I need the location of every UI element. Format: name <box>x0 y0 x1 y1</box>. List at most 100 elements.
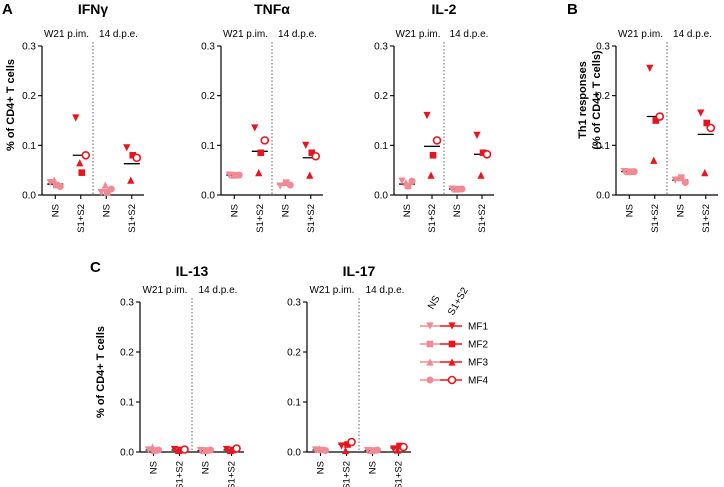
legend-marker-s1s2 <box>447 375 457 385</box>
legend-item-mf2: MF2 <box>420 340 488 351</box>
data-point-mf4 <box>399 442 408 452</box>
data-point-mf2 <box>78 169 86 176</box>
x-tick-label: S1+S2 <box>650 204 661 233</box>
y-tick-label: 0.2 <box>287 348 301 359</box>
group-label: W21 p.im. <box>44 29 89 40</box>
data-point-mf1 <box>620 168 628 176</box>
data-point-mf1 <box>363 446 372 455</box>
x-tick-label: NS <box>229 204 240 217</box>
group-label: 14 d.p.e. <box>366 285 405 296</box>
legend-item-mf4: MF4 <box>420 376 488 387</box>
data-point-mf1 <box>302 141 310 149</box>
data-point-mf1 <box>337 442 346 450</box>
x-tick-label: NS <box>280 204 291 217</box>
data-point-mf4 <box>235 171 243 179</box>
chart-title-il2: IL-2 <box>432 1 457 17</box>
data-point-mf3 <box>315 445 324 453</box>
data-point-mf2 <box>52 181 60 189</box>
data-point-mf2 <box>308 149 316 157</box>
x-tick-label: NS <box>50 204 61 217</box>
group-label: W21 p.im. <box>142 285 187 296</box>
panel-letter-b: B <box>567 1 578 18</box>
data-point-mf4 <box>458 185 466 193</box>
legend: NS S1+S2 MF1 MF2 MF3 MF4 <box>420 285 488 387</box>
y-tick-label: 0.1 <box>596 141 610 152</box>
data-point-mf3 <box>226 446 235 455</box>
legend-marker-s1s2 <box>448 358 456 366</box>
data-point-mf3 <box>675 174 683 182</box>
chart-il17: IL-17 W21 p.im. 14 d.p.e. 0.0 0.1 0.2 0.3 NS S1+… <box>287 263 411 487</box>
data-point-mf2 <box>129 151 137 159</box>
data-point-mf2 <box>626 168 634 175</box>
data-point-mf3 <box>148 443 157 451</box>
y-tick-label: 0.0 <box>374 191 388 202</box>
data-point-mf3 <box>402 178 410 187</box>
chart-th1: W21 p.im. 14 d.p.e. 0.0 0.1 0.2 0.3 NS S1+S2 NS S… <box>596 29 718 233</box>
x-tick-label: NS <box>316 461 327 474</box>
data-point-mf4 <box>56 183 64 191</box>
data-point-mf3 <box>452 185 460 193</box>
group-label: 14 d.p.e. <box>99 29 138 40</box>
data-point-mf3 <box>477 171 485 179</box>
ylabel-th1-line2: (% of CD4+ T cells) <box>591 50 603 150</box>
data-point-mf2 <box>344 441 351 448</box>
data-point-mf2 <box>231 171 239 179</box>
legend-marker-ns <box>426 358 434 366</box>
x-tick-label: S1+S2 <box>306 204 317 233</box>
data-point-mf1 <box>196 446 205 455</box>
data-point-mf4 <box>311 151 321 161</box>
data-point-mf1 <box>398 177 406 185</box>
y-tick-label: 0.3 <box>374 42 388 53</box>
y-tick-label: 0.0 <box>201 191 215 202</box>
y-tick-label: 0.2 <box>201 91 215 102</box>
legend-label: MF3 <box>468 358 488 369</box>
data-point-mf1 <box>46 178 54 187</box>
x-tick-label: S1+S2 <box>175 461 186 487</box>
y-tick-label: 0.1 <box>287 398 301 409</box>
chart-title-il13: IL-13 <box>176 263 209 279</box>
data-point-mf1 <box>222 445 231 454</box>
x-tick-label: S1+S2 <box>701 204 712 233</box>
data-point-mf4 <box>286 181 294 189</box>
ylabel-th1-line1: Th1 responses <box>577 61 589 139</box>
panel-letter-c: C <box>90 259 101 276</box>
data-point-mf4 <box>260 136 270 145</box>
x-tick-label: S1+S2 <box>227 461 238 487</box>
data-point-mf2 <box>429 151 437 159</box>
data-point-mf4 <box>374 446 382 454</box>
x-tick-label: S1+S2 <box>342 461 353 487</box>
data-point-mf1 <box>448 185 456 193</box>
legend-marker-ns <box>426 376 434 384</box>
legend-item-mf1: MF1 <box>420 322 488 333</box>
data-point-mf1 <box>251 124 259 132</box>
data-point-mf4 <box>180 445 189 454</box>
x-tick-label: S1+S2 <box>477 204 488 233</box>
legend-item-mf3: MF3 <box>420 358 488 369</box>
group-label: 14 d.p.e. <box>199 285 238 296</box>
data-point-mf1 <box>123 144 131 152</box>
data-point-mf3 <box>367 446 376 455</box>
x-tick-label: NS <box>368 461 379 474</box>
group-label: W21 p.im. <box>395 29 440 40</box>
x-tick-label: S1+S2 <box>76 204 87 233</box>
chart-il2: IL-2 W21 p.im. 14 d.p.e. 0.0 0.1 0.2 0.3 NS S1+S… <box>374 1 494 233</box>
x-tick-label: NS <box>149 461 160 474</box>
data-point-mf4 <box>132 153 142 163</box>
data-point-mf1 <box>473 131 481 139</box>
x-tick-label: S1+S2 <box>394 461 405 487</box>
data-point-mf4 <box>482 149 492 159</box>
data-point-mf3 <box>306 171 314 179</box>
data-point-mf3 <box>127 176 135 184</box>
x-tick-label: NS <box>675 204 686 217</box>
legend-marker-s1s2 <box>448 340 456 348</box>
x-tick-label: S1+S2 <box>255 204 266 233</box>
x-tick-label: S1+S2 <box>127 204 138 233</box>
x-tick-label: NS <box>101 204 112 217</box>
data-point-mf4 <box>432 136 442 145</box>
y-tick-label: 0.0 <box>22 191 36 202</box>
y-tick-label: 0.3 <box>22 42 36 53</box>
data-point-mf4 <box>630 168 638 176</box>
data-point-mf4 <box>706 123 716 133</box>
data-point-mf3 <box>280 178 288 187</box>
